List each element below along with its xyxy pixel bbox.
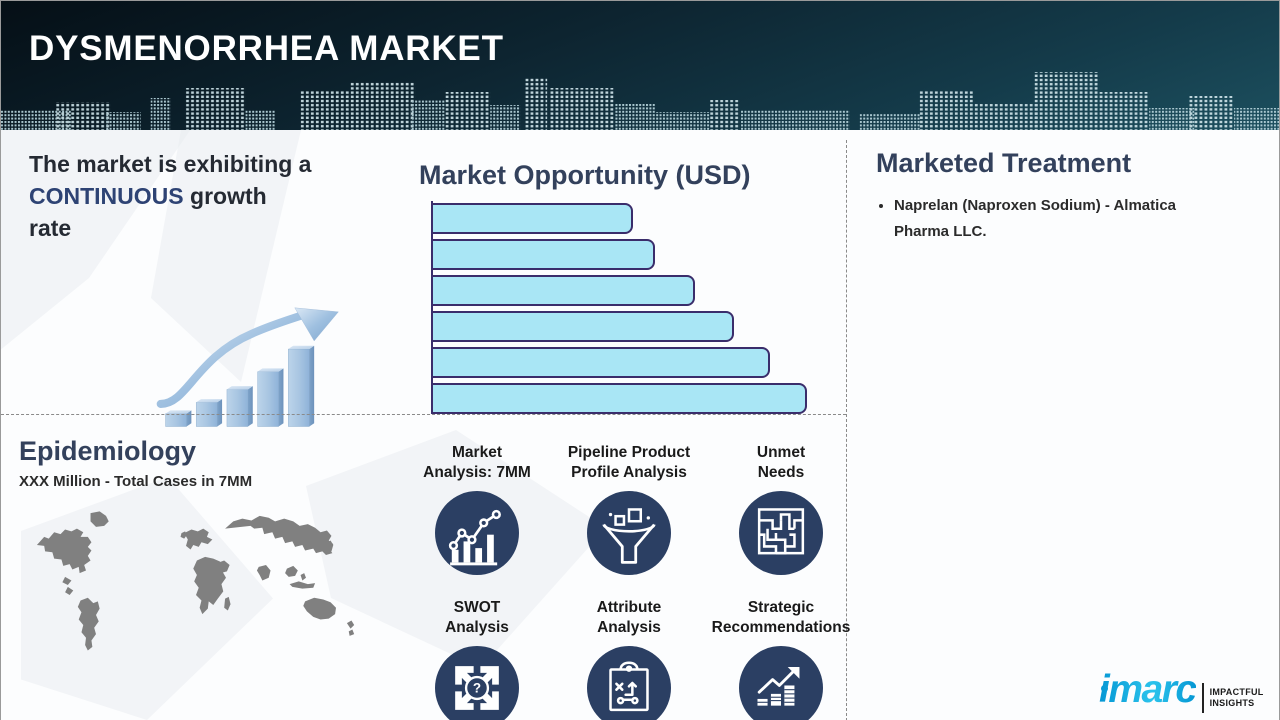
svg-text:?: ? [473,680,481,695]
